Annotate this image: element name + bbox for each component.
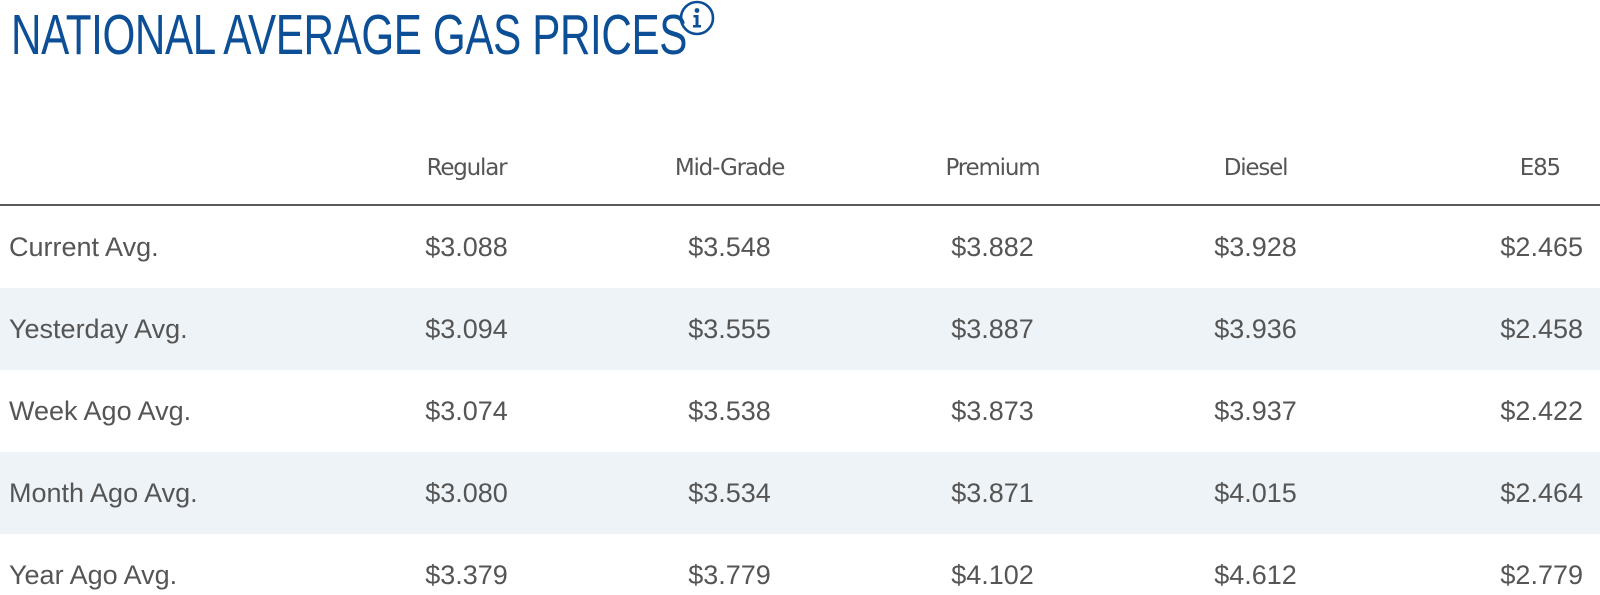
price-cell-mid-grade: $3.534: [598, 452, 861, 534]
table-row: Week Ago Avg. $3.074 $3.538 $3.873 $3.93…: [0, 370, 1600, 452]
price-cell-mid-grade: $3.779: [688, 559, 771, 590]
price-cell-premium: $4.102: [951, 559, 1034, 590]
gas-prices-table: Regular Mid-Grade Premium Diesel E85 Cur…: [0, 124, 1600, 595]
price-cell-regular: $3.080: [335, 452, 598, 534]
row-label: Year Ago Avg.: [9, 559, 178, 590]
price-cell-premium: $3.887: [861, 288, 1124, 370]
column-header-premium: Premium: [861, 124, 1124, 206]
price-cell-premium: $3.873: [951, 395, 1034, 426]
price-cell-e85: $2.779: [1500, 559, 1583, 590]
price-cell-diesel: $4.612: [1214, 559, 1297, 590]
row-label: Current Avg.: [9, 231, 159, 262]
table-row: Current Avg. $3.088 $3.548 $3.882 $3.928…: [0, 205, 1600, 288]
row-label: Yesterday Avg.: [0, 288, 335, 370]
page-title: NATIONAL AVERAGE GAS PRICES: [11, 3, 688, 67]
column-header-blank: [0, 124, 335, 206]
table-row: Month Ago Avg. $3.080 $3.534 $3.871 $4.0…: [0, 452, 1600, 534]
row-label: Week Ago Avg.: [9, 395, 192, 426]
price-cell-premium: $3.871: [861, 452, 1124, 534]
table-header-row: Regular Mid-Grade Premium Diesel E85: [0, 124, 1600, 206]
price-cell-e85: $2.422: [1500, 395, 1583, 426]
price-cell-e85: $2.464: [1387, 452, 1600, 534]
price-cell-diesel: $4.015: [1124, 452, 1387, 534]
price-cell-premium: $3.882: [951, 231, 1034, 262]
column-header-e85: E85: [1387, 124, 1600, 206]
price-cell-regular: $3.094: [335, 288, 598, 370]
price-cell-diesel: $3.937: [1214, 395, 1297, 426]
page-header: NATIONAL AVERAGE GAS PRICES: [11, 0, 925, 80]
price-cell-mid-grade: $3.555: [598, 288, 861, 370]
price-cell-diesel: $3.928: [1214, 231, 1297, 262]
price-cell-regular: $3.088: [425, 231, 508, 262]
table-row: Year Ago Avg. $3.379 $3.779 $4.102 $4.61…: [0, 534, 1600, 595]
price-cell-e85: $2.458: [1387, 288, 1600, 370]
price-cell-diesel: $3.936: [1124, 288, 1387, 370]
price-cell-e85: $2.465: [1500, 231, 1583, 262]
row-label: Month Ago Avg.: [0, 452, 335, 534]
price-cell-mid-grade: $3.548: [688, 231, 771, 262]
column-header-mid-grade: Mid-Grade: [598, 124, 861, 206]
column-header-diesel: Diesel: [1124, 124, 1387, 206]
price-cell-regular: $3.379: [425, 559, 508, 590]
price-cell-regular: $3.074: [425, 395, 508, 426]
table-row: Yesterday Avg. $3.094 $3.555 $3.887 $3.9…: [0, 288, 1600, 370]
column-header-regular: Regular: [335, 124, 598, 206]
info-icon[interactable]: [679, 0, 715, 36]
price-cell-mid-grade: $3.538: [688, 395, 771, 426]
